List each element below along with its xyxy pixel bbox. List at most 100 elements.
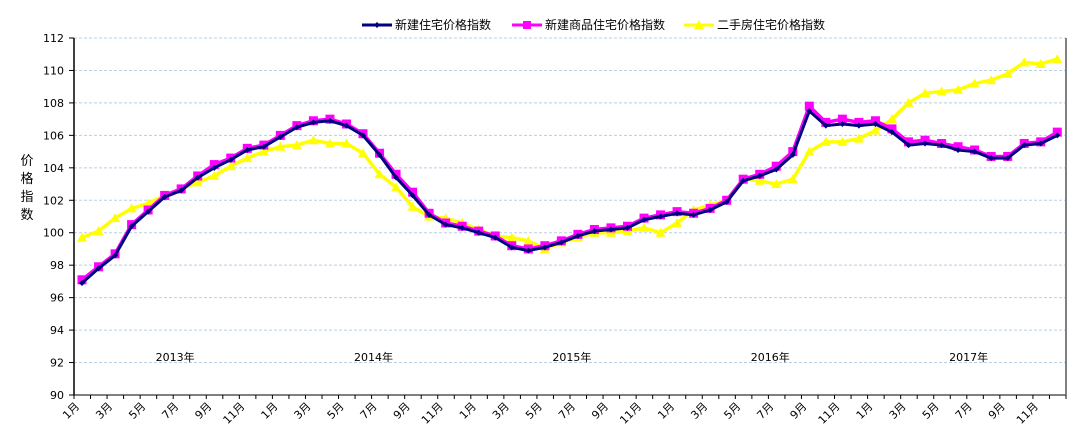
data-point bbox=[326, 117, 333, 124]
y-tick-label: 100 bbox=[43, 227, 64, 240]
data-point bbox=[77, 275, 87, 285]
y-axis-label: 价格指数 bbox=[20, 154, 33, 223]
data-point bbox=[740, 177, 747, 184]
data-point bbox=[310, 119, 317, 126]
data-point bbox=[888, 129, 895, 136]
data-point bbox=[854, 117, 864, 127]
data-point bbox=[1054, 132, 1061, 139]
y-tick-label: 94 bbox=[50, 324, 64, 337]
x-tick-label: 1月 bbox=[457, 400, 479, 422]
legend-label: 新建住宅价格指数 bbox=[395, 17, 491, 32]
data-point bbox=[674, 210, 681, 217]
x-tick-label: 7月 bbox=[358, 400, 380, 422]
data-point bbox=[209, 170, 220, 180]
year-label: 2015年 bbox=[552, 350, 591, 364]
data-point bbox=[707, 207, 714, 214]
data-point bbox=[459, 224, 466, 231]
data-point bbox=[773, 166, 780, 173]
data-point bbox=[360, 132, 367, 139]
x-tick-label: 7月 bbox=[556, 400, 578, 422]
data-point bbox=[905, 142, 912, 149]
data-point bbox=[1037, 140, 1044, 147]
data-point bbox=[1052, 54, 1063, 64]
series-1 bbox=[79, 108, 1061, 287]
x-tick-label: 11月 bbox=[617, 400, 644, 427]
series-lines bbox=[77, 54, 1063, 287]
data-point bbox=[855, 122, 862, 129]
x-tick-label: 9月 bbox=[192, 400, 214, 422]
x-tick-label: 11月 bbox=[816, 400, 843, 427]
data-point bbox=[393, 174, 400, 181]
data-point bbox=[657, 213, 664, 220]
data-point bbox=[988, 155, 995, 162]
x-tick-labels: 1月 3月 5月 7月 9月 11月 1月 3月 5月 7月 9月 11月 1月 3月 5月 7月 9月 11月 1… bbox=[60, 400, 1041, 427]
data-point bbox=[508, 244, 515, 251]
series-line bbox=[80, 103, 1059, 282]
data-point bbox=[558, 239, 565, 246]
data-point bbox=[343, 122, 350, 129]
x-tick-label: 3月 bbox=[93, 400, 115, 422]
y-tick-label: 96 bbox=[50, 292, 64, 305]
data-point bbox=[194, 174, 201, 181]
x-tick-label: 5月 bbox=[523, 400, 545, 422]
data-point bbox=[391, 182, 402, 192]
data-point bbox=[1004, 155, 1011, 162]
data-point bbox=[820, 136, 831, 146]
data-point bbox=[920, 88, 931, 98]
legend-marker bbox=[374, 22, 380, 28]
data-point bbox=[244, 146, 251, 153]
data-point bbox=[145, 208, 152, 215]
data-point bbox=[821, 117, 831, 127]
data-point bbox=[870, 116, 880, 126]
data-point bbox=[475, 229, 482, 236]
data-point bbox=[211, 164, 218, 171]
y-tick-labels: 90 92 94 96 98 100 102 104 106 108 110 112 bbox=[43, 32, 64, 402]
y-tick-label: 108 bbox=[43, 97, 64, 110]
x-tick-label: 1月 bbox=[259, 400, 281, 422]
year-label: 2014年 bbox=[354, 350, 393, 364]
data-point bbox=[771, 161, 781, 171]
data-point bbox=[291, 140, 302, 150]
data-point bbox=[143, 198, 154, 208]
data-point bbox=[1021, 142, 1028, 149]
y-axis-label: 价格指数 bbox=[20, 154, 33, 223]
y-tick-label: 104 bbox=[43, 162, 64, 175]
legend-label: 新建商品住宅价格指数 bbox=[545, 17, 665, 32]
data-point bbox=[591, 228, 598, 235]
data-point bbox=[639, 222, 650, 232]
data-point bbox=[258, 146, 269, 156]
data-point bbox=[806, 108, 813, 115]
data-point bbox=[525, 247, 532, 254]
data-point bbox=[839, 121, 846, 128]
x-tick-label: 7月 bbox=[953, 400, 975, 422]
data-point bbox=[969, 78, 980, 88]
data-point bbox=[541, 244, 548, 251]
data-point bbox=[1002, 68, 1013, 78]
data-point bbox=[1019, 57, 1030, 67]
data-point bbox=[77, 232, 87, 242]
data-point bbox=[886, 114, 897, 124]
x-tick-label: 1月 bbox=[655, 400, 677, 422]
data-point bbox=[887, 124, 897, 134]
y-tick-label: 102 bbox=[43, 194, 64, 207]
y-tick-label: 92 bbox=[50, 357, 64, 370]
x-tick-label: 1月 bbox=[60, 400, 82, 422]
data-point bbox=[953, 142, 963, 152]
data-point bbox=[837, 114, 847, 124]
data-point bbox=[903, 97, 914, 107]
x-tick-label: 3月 bbox=[292, 400, 314, 422]
x-tick-label: 9月 bbox=[589, 400, 611, 422]
x-tick-label: 9月 bbox=[391, 400, 413, 422]
data-point bbox=[492, 234, 499, 241]
x-tick-label: 9月 bbox=[788, 400, 810, 422]
x-tick-label: 1月 bbox=[854, 400, 876, 422]
y-tick-label: 98 bbox=[50, 259, 64, 272]
data-point bbox=[756, 172, 763, 179]
data-point bbox=[953, 84, 964, 94]
data-point bbox=[293, 124, 300, 131]
legend-label: 二手房住宅价格指数 bbox=[717, 17, 825, 32]
x-tick-label: 11月 bbox=[221, 400, 248, 427]
data-point bbox=[374, 169, 385, 179]
data-point bbox=[112, 252, 119, 259]
